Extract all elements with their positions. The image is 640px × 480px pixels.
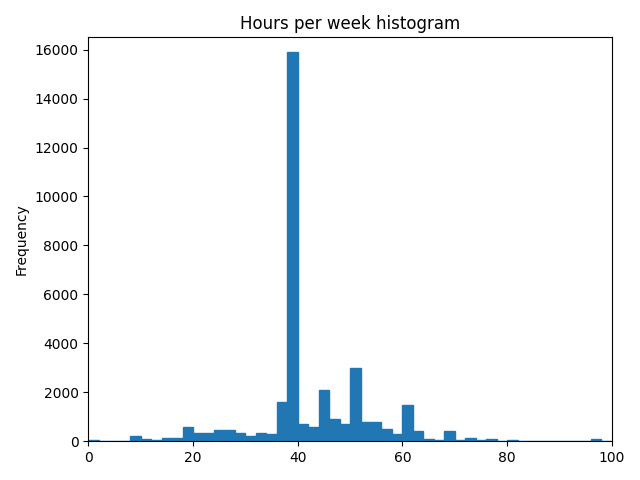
Bar [308,427,319,441]
Bar [298,424,308,441]
Y-axis label: Frequency: Frequency [15,204,29,275]
Bar [172,438,182,441]
Bar [245,436,256,441]
Bar [287,52,298,441]
Bar [486,439,497,441]
Bar [360,422,371,441]
Bar [276,402,287,441]
Bar [392,434,403,441]
Bar [413,432,423,441]
Bar [225,430,235,441]
Bar [141,439,151,441]
Bar [161,438,172,441]
Bar [507,440,518,441]
Bar [256,432,266,441]
Bar [204,432,214,441]
Bar [455,440,465,441]
Bar [319,390,329,441]
Bar [434,440,444,441]
Bar [214,430,225,441]
Bar [444,432,455,441]
Bar [371,422,381,441]
Title: Hours per week histogram: Hours per week histogram [240,15,460,33]
Bar [130,436,141,441]
Bar [329,419,340,441]
Bar [266,434,276,441]
Bar [476,440,486,441]
Bar [340,424,350,441]
Bar [381,429,392,441]
Bar [88,440,99,441]
Bar [465,438,476,441]
Bar [423,439,434,441]
Bar [235,432,245,441]
Bar [591,439,602,441]
Bar [182,427,193,441]
Bar [193,432,204,441]
Bar [403,405,413,441]
Bar [151,440,161,441]
Bar [350,368,360,441]
